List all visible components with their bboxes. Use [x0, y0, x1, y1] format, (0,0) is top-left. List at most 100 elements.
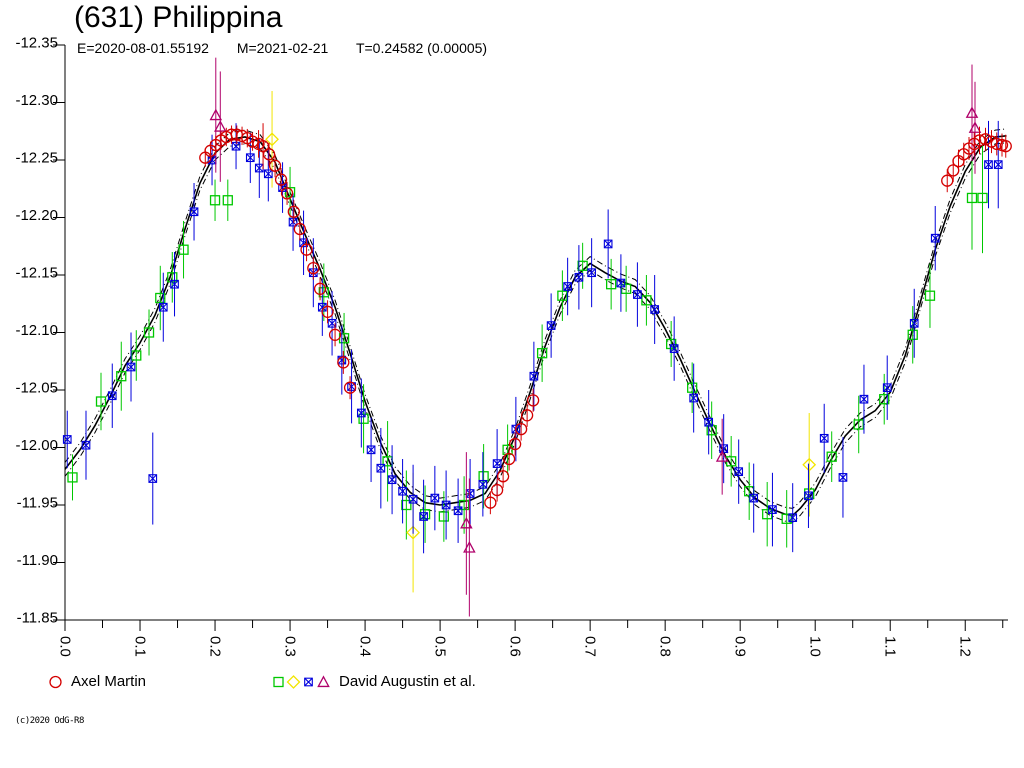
data-point-crossed-square: [387, 475, 397, 485]
data-point-cross: [408, 495, 418, 504]
x-tick-label: 0.9: [732, 636, 749, 657]
data-point-cross: [419, 512, 428, 521]
data-point-triangle: [463, 540, 476, 553]
data-point-cross: [734, 467, 743, 476]
data-point-cross: [804, 491, 813, 500]
page-title: (631) Philippina: [74, 1, 283, 34]
x-tick-label: 1.1: [882, 636, 899, 657]
y-tick-label: -12.00: [15, 437, 58, 454]
model-envelope-curve: [64, 142, 1007, 523]
data-point-square: [924, 290, 936, 301]
data-point-crossed-square: [327, 318, 337, 328]
data-point-cross: [304, 677, 313, 686]
series-david-augustin-et-al-squares-: [67, 142, 988, 548]
data-point-circle: [490, 483, 504, 497]
data-point-cross: [264, 169, 273, 178]
data-point-crossed-square: [245, 153, 255, 163]
data-point-cross: [189, 207, 199, 216]
legend-item-david-augustin: David Augustin et al.: [271, 671, 476, 691]
data-point-crossed-square: [376, 463, 386, 473]
data-point-square: [116, 371, 127, 382]
data-point-crossed-square: [838, 473, 848, 482]
data-point-square: [178, 244, 189, 255]
series-axel-martin: [199, 123, 1012, 515]
x-tick-label: 0.2: [207, 636, 224, 657]
y-tick-label: -12.25: [15, 150, 58, 167]
data-point-crossed-square: [492, 459, 502, 468]
legend-markers-axel-martin: [48, 674, 63, 689]
data-point-cross: [633, 290, 642, 299]
data-point-square: [209, 195, 221, 206]
data-point-circle: [274, 173, 288, 186]
data-point-crossed-square: [263, 169, 273, 179]
data-point-cross: [453, 506, 463, 515]
data-point-square: [620, 283, 632, 294]
data-point-cross: [159, 303, 168, 312]
data-point-crossed-square: [356, 408, 366, 418]
data-point-circle: [321, 305, 334, 318]
data-point-cross: [546, 321, 556, 330]
data-point-cross: [650, 305, 659, 314]
data-point-cross: [387, 475, 397, 484]
data-point-square: [762, 509, 773, 520]
x-tick-label: 0.5: [432, 636, 449, 657]
data-point-cross: [255, 163, 264, 173]
data-point-diamond: [802, 457, 817, 472]
data-point-crossed-square: [126, 362, 136, 372]
y-tick-label: -12.30: [15, 92, 58, 109]
data-point-circle: [999, 140, 1012, 153]
data-point-crossed-square: [603, 239, 613, 249]
legend-triangle-icon: [317, 674, 330, 687]
y-tick-label: -11.85: [17, 610, 58, 627]
data-point-diamond: [406, 525, 421, 540]
data-point-square: [641, 295, 652, 306]
data-point-crossed-square: [734, 467, 744, 477]
data-point-square: [907, 329, 918, 340]
period-value: T=0.24582 (0.00005): [355, 40, 488, 56]
data-point-square: [536, 348, 548, 359]
data-point-cross: [603, 239, 613, 249]
data-point-crossed-square: [304, 677, 313, 686]
data-point-crossed-square: [633, 290, 642, 299]
data-point-triangle: [209, 108, 223, 121]
data-point-circle: [526, 394, 540, 407]
data-point-square: [155, 292, 166, 304]
data-point-cross: [838, 473, 848, 482]
data-point-crossed-square: [231, 141, 241, 151]
legend-diamond-icon: [286, 674, 301, 689]
data-point-cross: [357, 408, 366, 418]
data-point-square: [687, 382, 698, 393]
data-point-crossed-square: [529, 371, 539, 381]
x-tick-label: 0.3: [282, 636, 299, 657]
data-point-square: [577, 260, 588, 271]
data-point-crossed-square: [574, 272, 584, 282]
y-tick-label: -11.90: [17, 552, 58, 569]
data-point-circle: [287, 205, 300, 218]
data-point-crossed-square: [419, 512, 428, 521]
data-point-square: [966, 192, 978, 204]
data-point-square: [284, 187, 296, 198]
data-point-cross: [616, 278, 626, 288]
data-point-crossed-square: [453, 506, 463, 516]
y-tick-label: -12.05: [15, 380, 58, 397]
data-point-cross: [529, 372, 539, 381]
data-point-circle: [337, 356, 350, 369]
data-point-square: [605, 279, 617, 290]
data-point-square: [95, 396, 107, 407]
legend-markers-david-augustin: [271, 674, 331, 689]
data-point-triangle: [214, 120, 227, 132]
data-point-crossed-square: [819, 433, 829, 443]
data-point-circle: [256, 140, 270, 153]
data-point-triangle: [317, 674, 330, 687]
data-point-crossed-square: [669, 344, 679, 353]
data-point-crossed-square: [299, 238, 308, 248]
data-point-square: [438, 511, 450, 522]
copyright-watermark: (c)2020 OdG-R8: [15, 716, 84, 726]
model-fit-curve: [64, 135, 1007, 517]
data-point-crossed-square: [366, 445, 376, 455]
data-point-crossed-square: [689, 393, 699, 403]
data-point-diamond: [265, 132, 279, 147]
data-point-square: [666, 338, 677, 350]
data-point-cross: [318, 303, 327, 312]
